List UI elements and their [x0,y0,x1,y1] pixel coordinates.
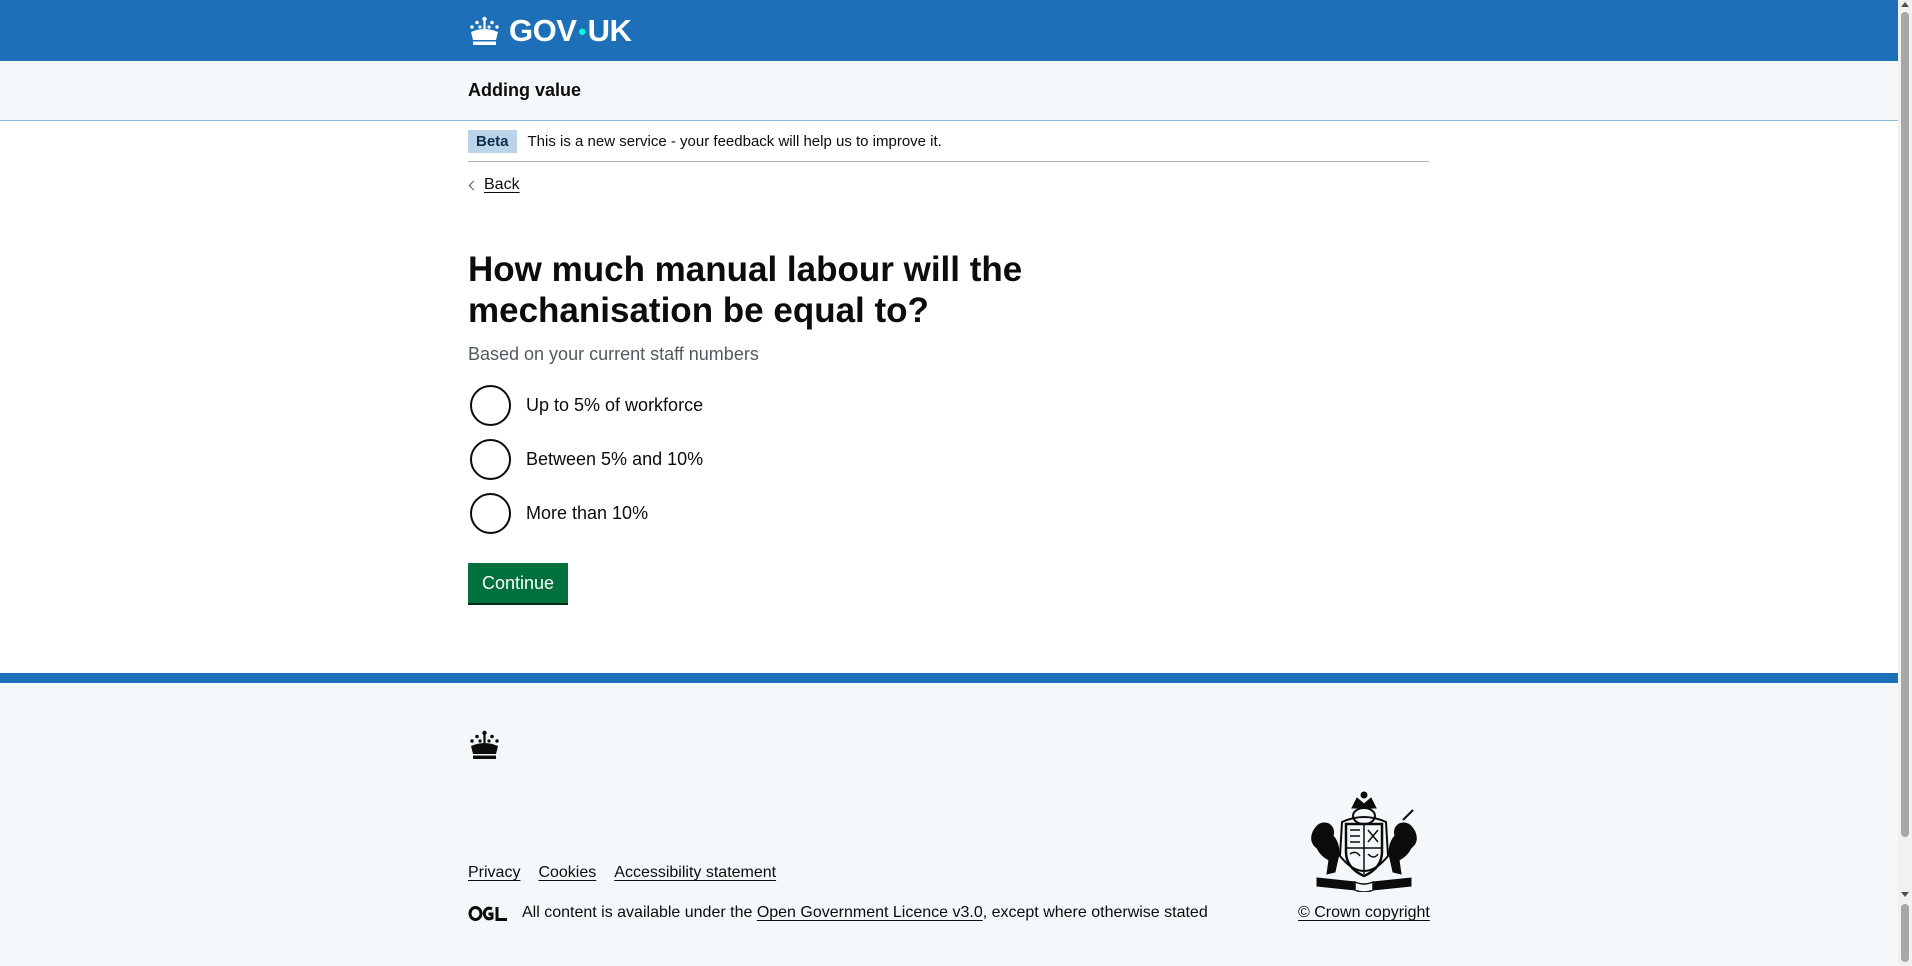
radio-button[interactable] [470,384,511,426]
footer-link-accessibility[interactable]: Accessibility statement [614,864,777,881]
footer-link-privacy[interactable]: Privacy [468,864,521,881]
radio-button[interactable] [470,492,511,534]
radio-label: More than 10% [526,502,649,523]
scroll-down-arrow-icon[interactable] [1901,892,1909,897]
service-navigation: Adding value [0,61,1898,121]
continue-button[interactable]: Continue [468,563,568,603]
question-hint: Based on your current staff numbers [468,344,759,364]
govuk-header: GOV•UK [0,0,1898,61]
royal-coat-of-arms-icon [1311,791,1417,892]
radio-button[interactable] [470,438,511,480]
ogl-logo-icon [468,905,507,921]
licence-suffix: , except where otherwise stated [982,904,1208,921]
radio-option-more-than-10[interactable]: More than 10% [468,491,703,535]
crown-copyright-link[interactable]: © Crown copyright [1298,904,1430,921]
crown-icon [470,16,499,45]
licence-prefix: All content is available under the [522,904,757,921]
radio-group: Up to 5% of workforce Between 5% and 10%… [468,383,703,545]
radio-label: Up to 5% of workforce [526,394,704,415]
chevron-left-icon [468,180,479,190]
footer: Privacy Cookies Accessibility statement … [0,673,1898,966]
footer-links: Privacy Cookies Accessibility statement [468,864,776,882]
radio-option-5-to-10[interactable]: Between 5% and 10% [468,437,703,481]
service-name-link[interactable]: Adding value [468,80,582,100]
back-link[interactable]: Back [468,176,520,194]
govuk-logo-text: GOV•UK [509,13,632,48]
crown-icon [470,730,499,759]
scroll-up-arrow-icon[interactable] [1901,2,1909,7]
phase-banner: Beta This is a new service - your feedba… [468,121,1429,162]
radio-option-up-to-5[interactable]: Up to 5% of workforce [468,383,703,427]
licence-statement: All content is available under the Open … [468,904,1208,922]
govuk-logo-link[interactable]: GOV•UK [468,11,632,51]
page-title: How much manual labour will the mechanis… [468,250,1023,330]
footer-link-cookies[interactable]: Cookies [538,864,597,881]
back-link-label: Back [484,176,520,193]
phase-tag: Beta [468,129,517,153]
radio-label: Between 5% and 10% [526,448,704,469]
licence-link[interactable]: Open Government Licence v3.0 [756,904,983,921]
scrollbar-thumb[interactable] [1901,12,1909,837]
vertical-scrollbar[interactable] [1898,0,1912,966]
scrollbar-track-segment[interactable] [1901,904,1909,962]
phase-banner-text: This is a new service - your feedback wi… [527,132,942,150]
